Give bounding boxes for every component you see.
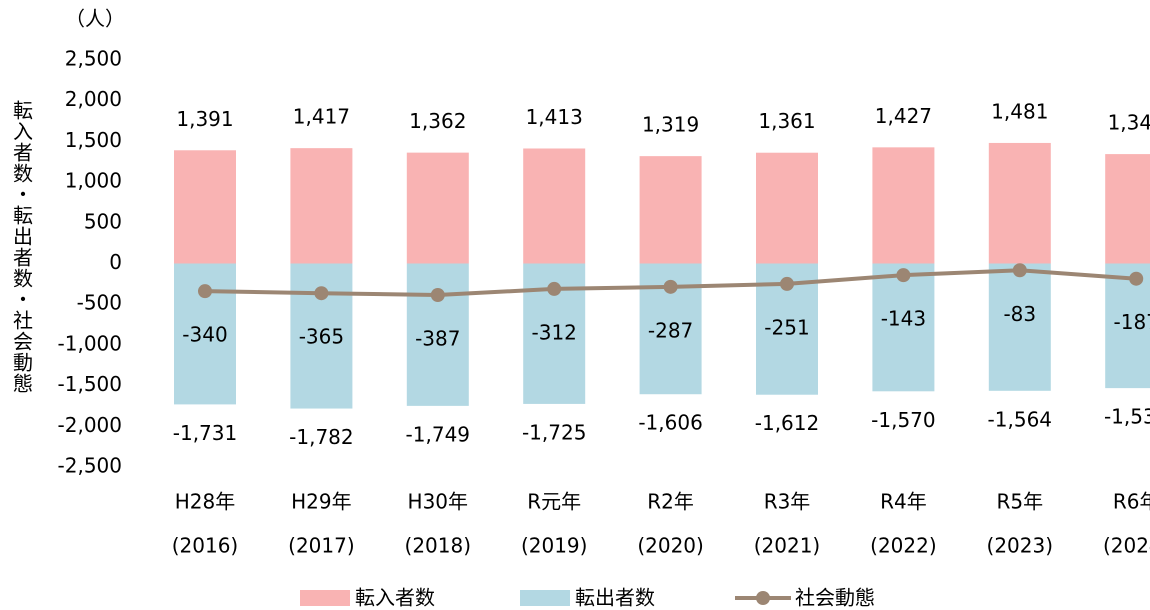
x-tick-label: R2年 <box>647 490 694 514</box>
data-label: 1,319 <box>642 113 699 137</box>
data-label: -287 <box>648 318 693 342</box>
data-label: -83 <box>1003 302 1036 326</box>
y-tick-label: -1,500 <box>58 372 122 396</box>
x-tick-label: (2020) <box>637 534 704 558</box>
data-label: 1,344 <box>1108 111 1150 135</box>
x-tick-label: H30年 <box>408 490 469 514</box>
data-label: -1,725 <box>522 420 586 444</box>
x-tick-label: R4年 <box>880 490 927 514</box>
bar <box>290 148 353 264</box>
marker <box>547 281 562 296</box>
legend-marker <box>756 591 770 605</box>
data-label: 1,427 <box>875 104 932 128</box>
x-tick-label: H29年 <box>291 490 352 514</box>
y-tick-label: 2,000 <box>65 87 122 111</box>
bar <box>523 148 586 264</box>
data-label: 1,391 <box>176 107 233 131</box>
y-axis-label: 転入者数・転出者数・社会動態 <box>10 100 34 394</box>
x-tick-label: (2017) <box>288 534 355 558</box>
bar <box>1105 154 1150 264</box>
bar <box>406 152 469 264</box>
x-tick-label: (2016) <box>172 534 239 558</box>
marker <box>198 284 212 299</box>
x-tick-label: (2023) <box>987 534 1054 558</box>
y-tick-label: 2,500 <box>65 47 122 71</box>
x-tick-label: (2024) <box>1103 534 1150 558</box>
data-label: 1,417 <box>293 105 350 129</box>
data-label: 1,481 <box>991 99 1048 123</box>
legend-label: 社会動態 <box>795 586 875 610</box>
bar <box>988 142 1051 264</box>
data-label: -1,782 <box>289 425 353 449</box>
data-label: 1,362 <box>409 109 466 133</box>
data-label: -1,731 <box>173 421 237 445</box>
y-tick-label: 500 <box>84 209 122 233</box>
x-tick-label: H28年 <box>175 490 236 514</box>
data-label: -312 <box>532 320 577 344</box>
bar <box>639 156 702 264</box>
marker <box>896 268 911 283</box>
marker <box>314 286 329 301</box>
data-label: -187 <box>1114 310 1150 334</box>
data-label: 1,413 <box>526 105 583 129</box>
data-label: -1,531 <box>1104 405 1150 429</box>
bar <box>872 263 935 392</box>
x-tick-label: R3年 <box>764 490 811 514</box>
data-label: -251 <box>764 315 809 339</box>
bar <box>988 263 1051 391</box>
legend-swatch <box>300 590 350 606</box>
data-label: -1,606 <box>638 411 702 435</box>
data-label: 1,361 <box>758 109 815 133</box>
x-tick-label: R6年 <box>1113 490 1150 514</box>
x-tick-label: (2021) <box>754 534 821 558</box>
y-tick-label: 1,500 <box>65 128 122 152</box>
marker <box>1012 263 1027 278</box>
bar <box>174 150 236 264</box>
y-tick-label: 1,000 <box>65 169 122 193</box>
x-tick-label: R元年 <box>527 490 581 514</box>
y-tick-label: -2,500 <box>58 454 122 478</box>
x-tick-label: R5年 <box>996 490 1043 514</box>
x-tick-label: (2019) <box>521 534 588 558</box>
bar <box>756 152 818 264</box>
unit-label: （人） <box>65 7 125 31</box>
data-label: -143 <box>881 307 926 331</box>
y-tick-label: 0 <box>109 250 122 274</box>
legend-label: 転入者数 <box>355 586 435 610</box>
bar <box>1105 263 1150 389</box>
marker <box>430 288 445 303</box>
x-tick-label: (2018) <box>405 534 472 558</box>
data-label: -365 <box>299 325 344 349</box>
data-label: -340 <box>182 323 227 347</box>
data-label: -1,612 <box>755 411 819 435</box>
bar <box>872 147 935 264</box>
marker <box>780 276 794 291</box>
data-label: -1,570 <box>871 408 935 432</box>
y-tick-label: -1,000 <box>58 331 122 355</box>
legend-swatch <box>520 590 570 606</box>
marker <box>1129 271 1144 286</box>
y-tick-label: -500 <box>77 291 122 315</box>
marker <box>663 279 678 294</box>
legend-label: 転出者数 <box>575 586 655 610</box>
data-label: -387 <box>415 327 460 351</box>
data-label: -1,749 <box>406 422 470 446</box>
y-tick-label: -2,000 <box>58 413 122 437</box>
bar <box>406 263 469 406</box>
data-label: -1,564 <box>988 407 1052 431</box>
x-tick-label: (2022) <box>870 534 937 558</box>
